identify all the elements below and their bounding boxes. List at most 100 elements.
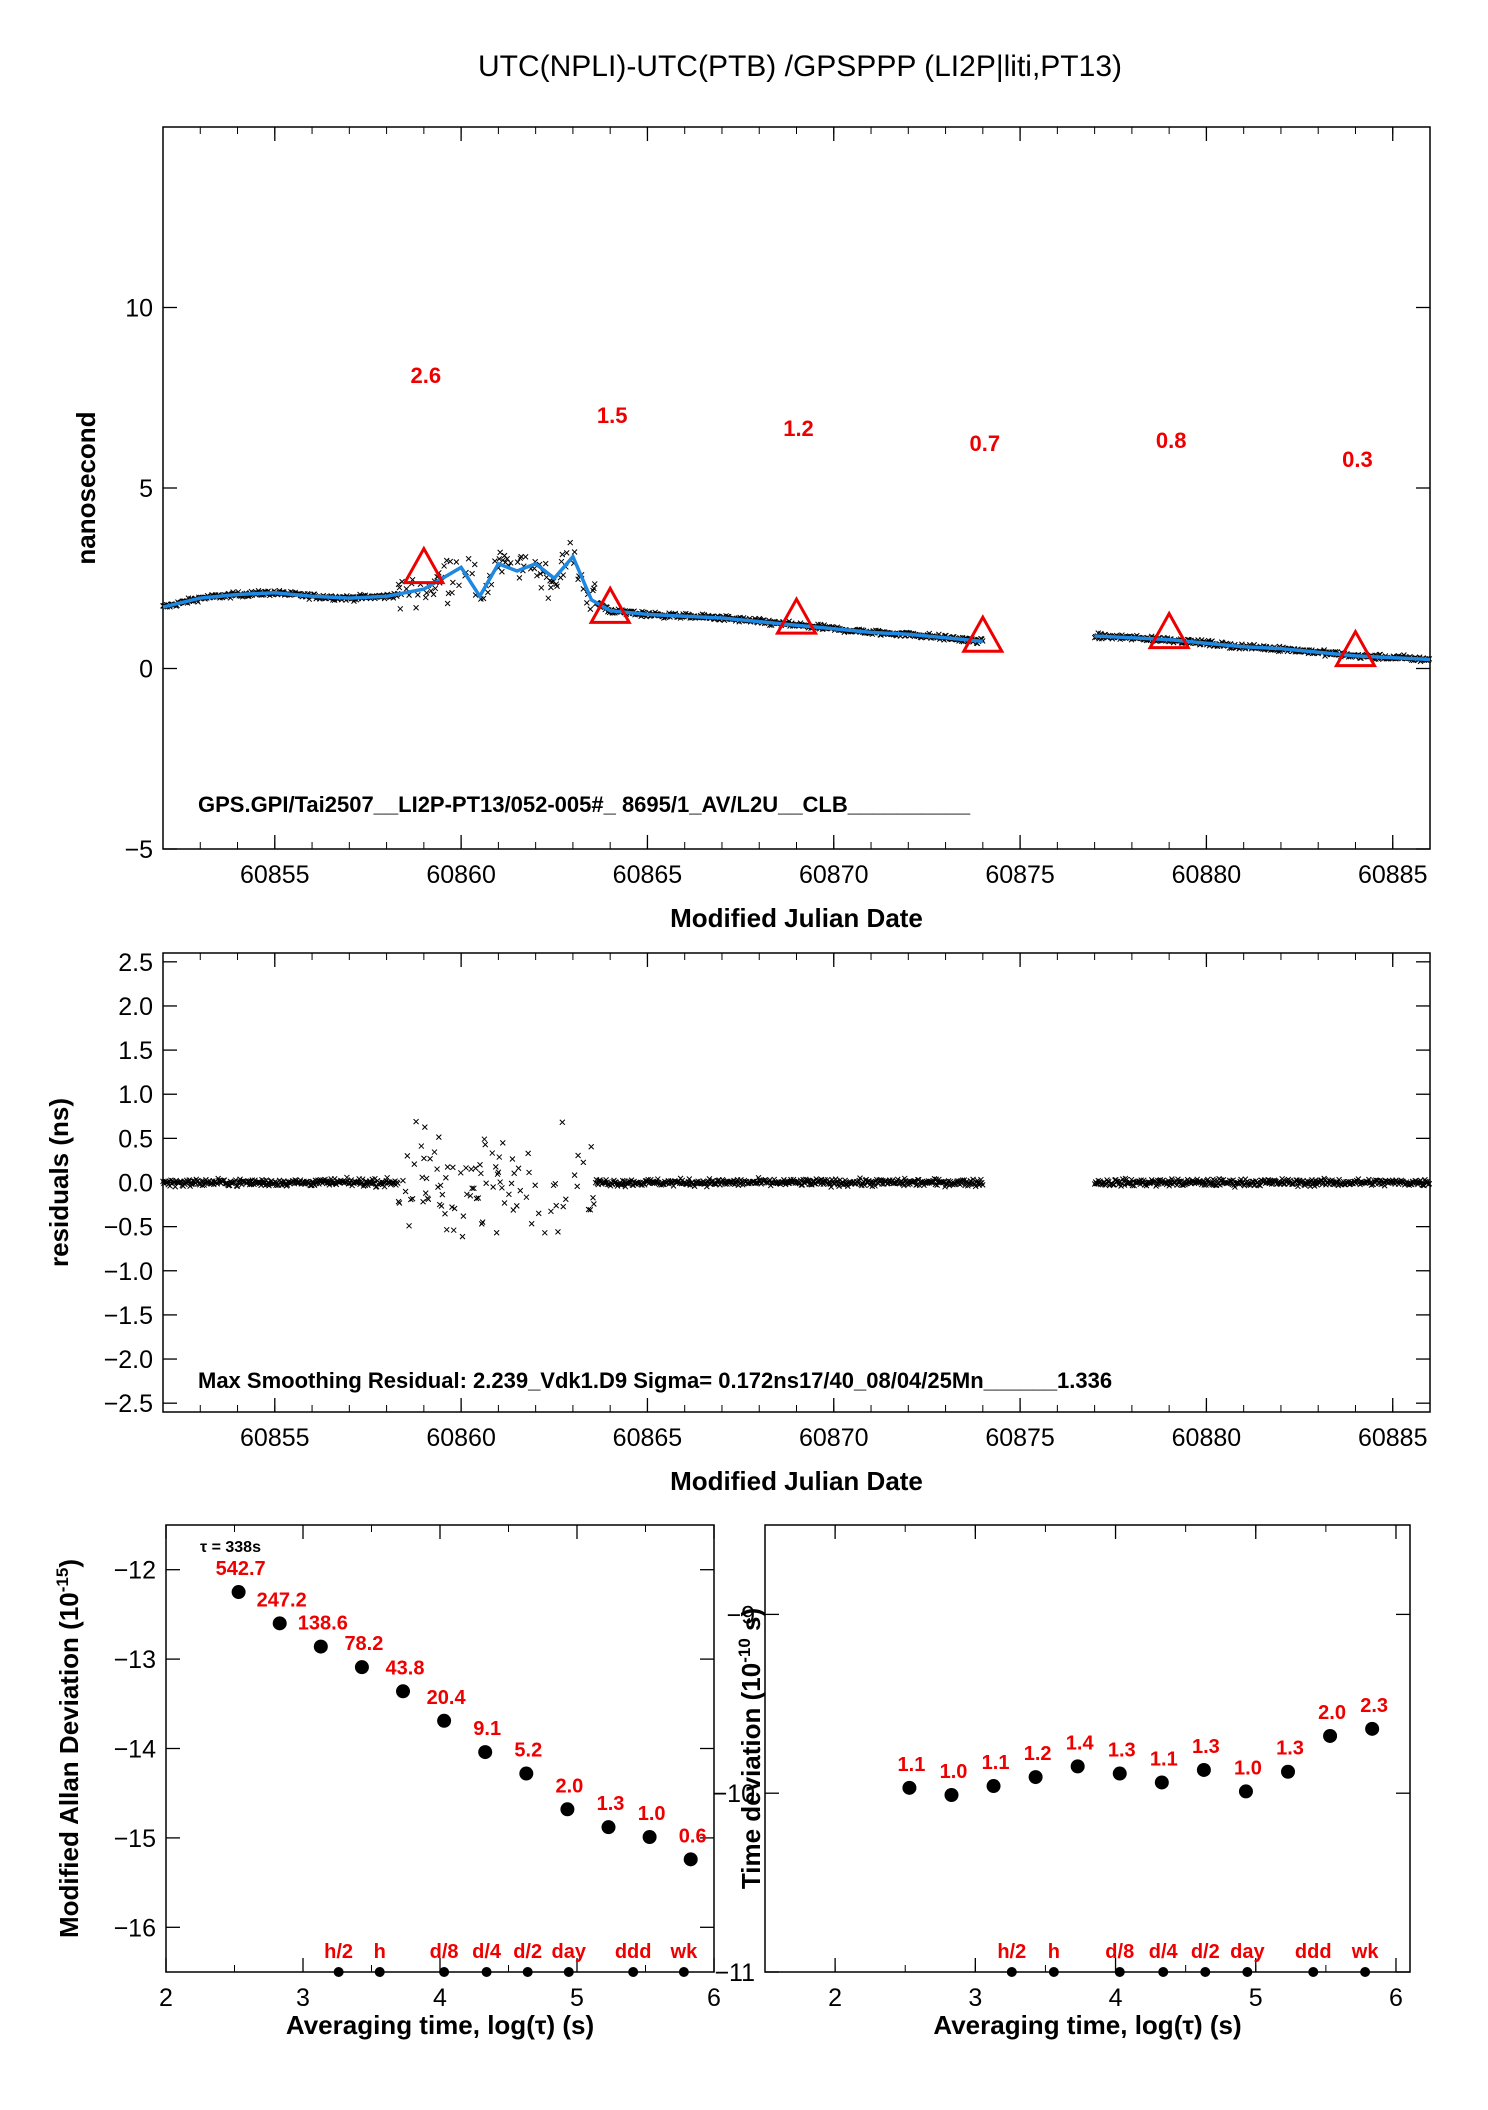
middle-x-axis-label: Modified Julian Date [670, 1466, 923, 1496]
middle-residual-point [1426, 1180, 1433, 1187]
middle-residual-point [552, 1180, 559, 1187]
tdev-x-axis-label: Averaging time, log(τ) (s) [933, 2010, 1241, 2040]
middle-residual-point [478, 1220, 485, 1227]
chart-title: UTC(NPLI)-UTC(PTB) /GPSPPP (LI2P|liti,PT… [478, 50, 1122, 83]
tdev-x-tick-label: 6 [1389, 1984, 1403, 2012]
top-annotation: GPS.GPI/Tai2507__LI2P-PT13/052-005#_ 869… [198, 792, 971, 817]
tdev-y-tick-label: −10 [713, 1780, 755, 1808]
adev-point-label: 20.4 [427, 1687, 467, 1709]
tdev-point-label: 2.3 [1360, 1695, 1388, 1717]
middle-residual-point [407, 1196, 414, 1203]
middle-residual-point [528, 1220, 535, 1227]
middle-residual-point [478, 1170, 484, 1177]
middle-y-tick-label: −1.5 [104, 1302, 153, 1330]
middle-residual-point [409, 1195, 416, 1202]
tdev-point-label: 2.0 [1318, 1702, 1346, 1724]
middle-residual-point [423, 1175, 430, 1182]
top-raw-point [518, 553, 525, 560]
middle-residual-point [1381, 1182, 1388, 1189]
middle-residual-point [580, 1159, 587, 1166]
middle-residual-point [439, 1191, 446, 1198]
middle-residual-point [509, 1156, 516, 1162]
tdev-point-label: 1.1 [898, 1754, 926, 1776]
adev-interval-marker [481, 1967, 492, 1977]
adev-x-tick-label: 2 [159, 1984, 173, 2012]
tdev-x-tick-label: 4 [1109, 1984, 1123, 2012]
middle-residual-point [459, 1233, 466, 1240]
top-smoothed-line [1094, 634, 1431, 662]
adev-interval-marker [563, 1967, 574, 1977]
middle-residual-point [559, 1119, 566, 1126]
tdev-data-point [1365, 1721, 1380, 1736]
tdev-interval-marker [1308, 1967, 1319, 1977]
middle-residual-point [427, 1155, 433, 1162]
top-y-tick-label: 10 [125, 295, 153, 323]
tdev-y-tick-label: −11 [714, 1959, 755, 1987]
middle-residual-point [450, 1164, 456, 1171]
adev-interval-label: d/8 [430, 1941, 459, 1963]
middle-residual-point [492, 1164, 499, 1170]
top-raw-point [447, 558, 454, 565]
middle-residual-point [406, 1222, 412, 1229]
adev-data-point [437, 1713, 452, 1728]
tdev-point-label: 1.3 [1276, 1738, 1304, 1760]
middle-residual-point [591, 1201, 597, 1207]
top-raw-point [414, 591, 421, 598]
top-raw-point [559, 551, 566, 558]
middle-residual-point [481, 1136, 488, 1143]
top-triangle-marker [774, 596, 819, 635]
middle-residual-point [463, 1165, 469, 1171]
middle-residual-point [482, 1141, 489, 1148]
middle-x-tick-label: 60870 [799, 1424, 869, 1452]
middle-residual-point [402, 1188, 409, 1195]
middle-x-tick-label: 60875 [985, 1424, 1055, 1452]
top-raw-point [538, 584, 545, 591]
adev-y-tick-label: −15 [114, 1825, 156, 1853]
adev-interval-marker [678, 1967, 689, 1977]
tdev-interval-marker [1114, 1967, 1125, 1977]
adev-point-label: 9.1 [473, 1718, 501, 1740]
middle-y-axis-label: residuals (ns) [44, 1098, 74, 1267]
top-triangle-label: 1.2 [783, 416, 814, 441]
top-raw-point [531, 565, 538, 572]
middle-residual-point [468, 1166, 475, 1173]
middle-residual-point [477, 1161, 483, 1168]
middle-y-tick-label: 0.0 [118, 1170, 153, 1198]
adev-data-point [313, 1639, 328, 1654]
top-raw-point [422, 594, 429, 601]
middle-residual-point [495, 1169, 502, 1176]
tdev-y-axis-label: Time deviation (10-10 s) [735, 1608, 766, 1889]
middle-x-tick-label: 60860 [426, 1424, 496, 1452]
middle-y-tick-label: −2.5 [104, 1390, 153, 1418]
top-x-tick-label: 60855 [240, 861, 310, 889]
middle-residual-point [749, 1178, 756, 1185]
adev-interval-label: day [552, 1941, 587, 1963]
top-raw-point [537, 570, 544, 577]
middle-residual-point [511, 1170, 518, 1177]
adev-interval-label: d/2 [513, 1941, 542, 1963]
middle-residual-point [497, 1179, 504, 1185]
middle-residual-point [972, 1183, 979, 1190]
middle-y-tick-label: −2.0 [104, 1346, 153, 1374]
top-x-tick-label: 60885 [1358, 861, 1428, 889]
adev-x-tick-label: 5 [570, 1984, 584, 2012]
middle-residual-point [435, 1134, 442, 1140]
middle-y-tick-label: 1.5 [118, 1037, 153, 1065]
tdev-interval-label: wk [1351, 1941, 1380, 1963]
top-triangle-label: 0.8 [1156, 428, 1187, 453]
tdev-interval-label: d/2 [1191, 1941, 1220, 1963]
top-x-tick-label: 60860 [426, 861, 496, 889]
tdev-interval-marker [1158, 1967, 1169, 1977]
top-raw-point [465, 555, 472, 562]
middle-residual-point [686, 1176, 693, 1182]
top-raw-point [522, 554, 529, 560]
tdev-y-tick-label: −9 [726, 1601, 755, 1629]
tdev-x-tick-label: 2 [828, 1984, 842, 2012]
top-raw-point [558, 558, 565, 565]
middle-residual-point [326, 1182, 333, 1188]
adev-point-label: 5.2 [514, 1740, 542, 1762]
middle-x-tick-label: 60865 [613, 1424, 683, 1452]
middle-residual-point [413, 1118, 419, 1125]
middle-residual-point [821, 1178, 828, 1185]
middle-x-tick-label: 60855 [240, 1424, 310, 1452]
